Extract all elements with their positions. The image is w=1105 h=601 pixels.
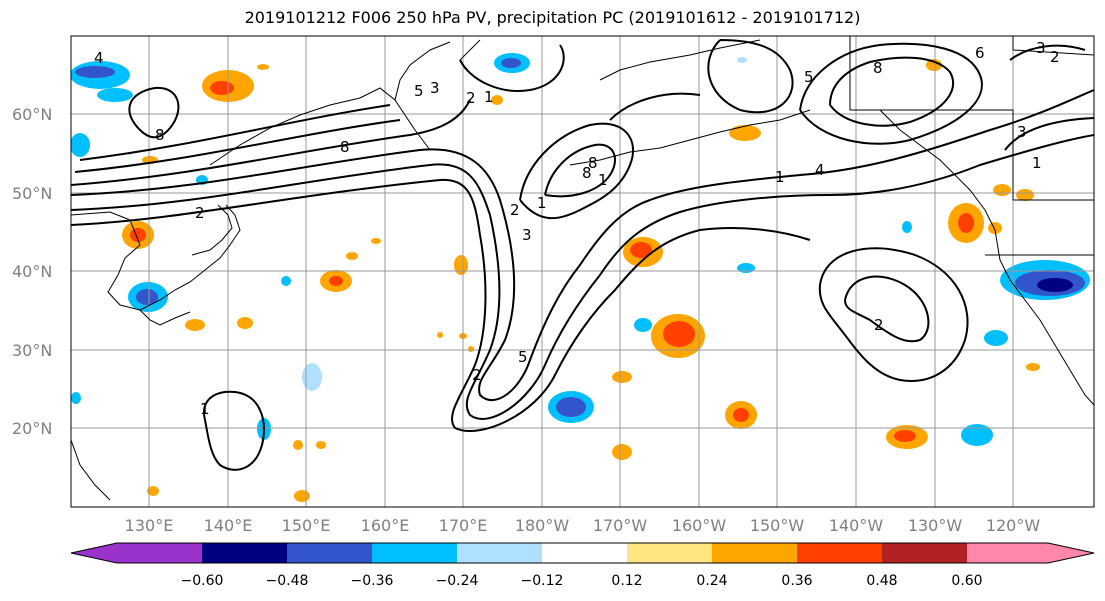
lon-label: 150°W <box>750 516 805 535</box>
lat-label: 40°N <box>12 262 52 281</box>
contour-label: 4 <box>94 49 104 67</box>
lon-label: 140°W <box>829 516 884 535</box>
lat-label: 60°N <box>12 105 52 124</box>
contour-label: 8 <box>588 154 598 172</box>
colorbar-labels: −0.60 −0.48 −0.36 −0.24 −0.12 0.12 0.24 … <box>181 573 983 589</box>
contour-label: 5 <box>414 82 424 100</box>
contour-label: 1 <box>537 194 547 212</box>
colorbar-segment <box>287 543 373 563</box>
contour-label: 2 <box>1050 48 1060 66</box>
map-title: 2019101212 F006 250 hPa PV, precipitatio… <box>244 8 861 27</box>
colorbar-segment <box>967 543 1094 563</box>
longitude-labels: 130°E 140°E 150°E 160°E 170°E 180°W 170°… <box>125 516 1041 535</box>
contour-label: 2 <box>466 89 476 107</box>
contour-label: 3 <box>430 79 440 97</box>
contour-label: 4 <box>815 161 825 179</box>
colorbar-segment <box>882 543 968 563</box>
lat-label: 20°N <box>12 419 52 438</box>
colorbar-tick-label: 0.12 <box>611 573 642 589</box>
contour-label: 1 <box>775 168 785 186</box>
colorbar-tick-label: 0.60 <box>951 573 982 589</box>
colorbar-segment <box>797 543 883 563</box>
lon-label: 120°W <box>986 516 1041 535</box>
colorbar-tick-label: −0.12 <box>521 573 564 589</box>
contour-label: 3 <box>1036 39 1046 57</box>
lon-label: 180°W <box>515 516 570 535</box>
colorbar <box>70 542 1095 564</box>
colorbar-segment <box>542 543 628 563</box>
precipitation-shading <box>71 53 1090 502</box>
contour-label: 8 <box>155 126 165 144</box>
lat-label: 50°N <box>12 184 52 203</box>
lon-label: 160°E <box>361 516 410 535</box>
colorbar-segment <box>627 543 713 563</box>
colorbar-segment <box>372 543 458 563</box>
contour-label: 8 <box>340 138 350 156</box>
contour-labels: 8 8 5 3 2 1 1 2 3 4 8 1 8 5 2 5 2 1 2 4 … <box>94 39 1060 418</box>
map-frame <box>70 35 1095 508</box>
colorbar-segment <box>712 543 798 563</box>
contour-label: 3 <box>1017 123 1027 141</box>
contour-label: 2 <box>874 316 884 334</box>
colorbar-tick-label: −0.24 <box>436 573 479 589</box>
lon-label: 130°E <box>125 516 174 535</box>
colorbar-outline <box>70 542 1095 564</box>
contour-label: 1 <box>200 400 210 418</box>
contour-label: 2 <box>195 204 205 222</box>
contour-label: 1 <box>598 171 608 189</box>
contour-label: 2 <box>472 366 482 384</box>
lon-label: 150°E <box>282 516 331 535</box>
contour-label: 2 <box>510 201 520 219</box>
contour-label: 5 <box>518 348 528 366</box>
colorbar-segment <box>457 543 543 563</box>
colorbar-segment <box>202 543 288 563</box>
lon-label: 130°W <box>908 516 963 535</box>
coastlines <box>71 36 1094 501</box>
contour-label: 8 <box>873 59 883 77</box>
lat-label: 30°N <box>12 341 52 360</box>
contour-label: 8 <box>582 164 592 182</box>
contour-label: 3 <box>522 226 532 244</box>
colorbar-tick-label: −0.48 <box>266 573 309 589</box>
contour-label: 1 <box>484 88 494 106</box>
lon-label: 160°W <box>672 516 727 535</box>
contour-label: 5 <box>804 68 814 86</box>
colorbar-tick-label: −0.36 <box>351 573 394 589</box>
lon-label: 140°E <box>204 516 253 535</box>
latitude-labels: 60°N 50°N 40°N 30°N 20°N <box>12 105 52 438</box>
pv-contours <box>71 39 1094 471</box>
colorbar-segment <box>71 543 203 563</box>
contour-label: 1 <box>1032 154 1042 172</box>
colorbar-tick-label: 0.24 <box>696 573 727 589</box>
colorbar-tick-label: −0.60 <box>181 573 224 589</box>
colorbar-tick-label: 0.36 <box>781 573 812 589</box>
lon-label: 170°W <box>593 516 648 535</box>
lon-label: 170°E <box>439 516 488 535</box>
colorbar-tick-label: 0.48 <box>866 573 897 589</box>
contour-label: 6 <box>975 44 985 62</box>
